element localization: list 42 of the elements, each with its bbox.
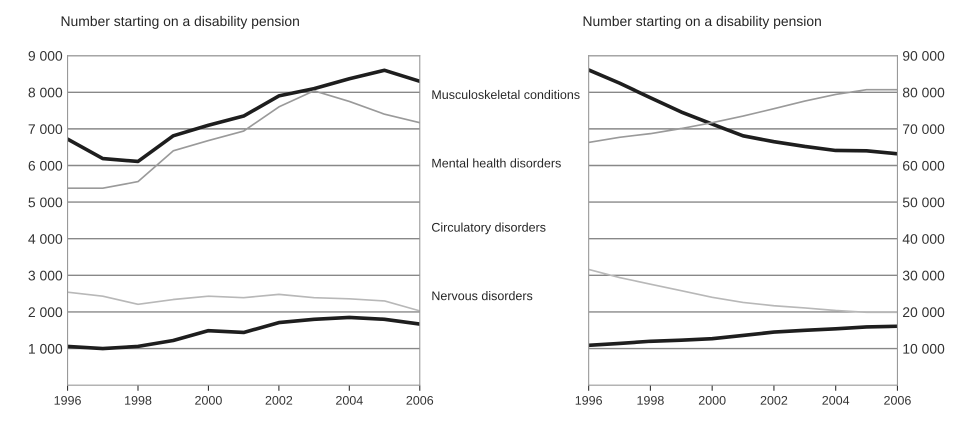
y-tick-label: 60 000 xyxy=(903,160,944,171)
text: Nervous disorders xyxy=(432,291,532,300)
line-series xyxy=(68,291,420,312)
x-tick-label: 2002 xyxy=(760,396,788,405)
y-tick-label: 4 000 xyxy=(28,234,62,244)
y-tick-label: 40 000 xyxy=(902,234,944,244)
text: Circulatory disorders xyxy=(432,222,546,234)
x-tick-label: 2004 xyxy=(336,396,363,405)
x-tick-label: 2002 xyxy=(266,396,292,405)
x-tick-label: 1996 xyxy=(54,396,81,405)
text: Mental health disorders xyxy=(432,158,561,168)
x-tick-label: 1998 xyxy=(637,396,664,405)
x-tick-label: 1998 xyxy=(125,396,152,405)
y-tick-label: 5 000 xyxy=(28,197,62,208)
y-tick-label: 20 000 xyxy=(903,307,944,318)
y-tick-label: 30 000 xyxy=(902,270,944,281)
y-tick-label: 3 000 xyxy=(28,270,62,281)
x-tick-label: 2006 xyxy=(406,396,434,405)
y-tick-label: 8 000 xyxy=(28,88,62,98)
y-tick-label: 7 000 xyxy=(28,124,62,134)
line-series xyxy=(588,324,898,348)
chart-title: Number starting on a disability pension xyxy=(584,16,821,29)
series-label: Musculoskeletal conditions xyxy=(432,90,580,100)
y-tick-label: 9 000 xyxy=(28,50,62,61)
y-tick-label: 6 000 xyxy=(28,160,62,171)
chart-title: Number starting on a disability pension xyxy=(62,16,299,29)
x-tick-label: 2004 xyxy=(822,396,850,405)
line-series xyxy=(588,268,898,314)
x-tick-label: 2000 xyxy=(195,396,222,405)
y-tick-label: 50 000 xyxy=(902,197,944,208)
x-tick-label: 2000 xyxy=(698,396,726,405)
y-tick-label: 90 000 xyxy=(902,50,944,61)
y-tick-label: 1 000 xyxy=(28,344,62,354)
y-tick-label: 10 000 xyxy=(903,344,944,354)
line-series xyxy=(588,68,898,156)
x-tick-label: 2006 xyxy=(884,396,911,405)
line-series xyxy=(68,68,420,164)
y-tick-label: 2 000 xyxy=(28,307,62,318)
y-tick-label: 70 000 xyxy=(903,124,944,134)
line-series xyxy=(68,316,420,350)
x-tick-label: 1996 xyxy=(576,396,602,405)
y-tick-label: 80 000 xyxy=(902,88,944,98)
